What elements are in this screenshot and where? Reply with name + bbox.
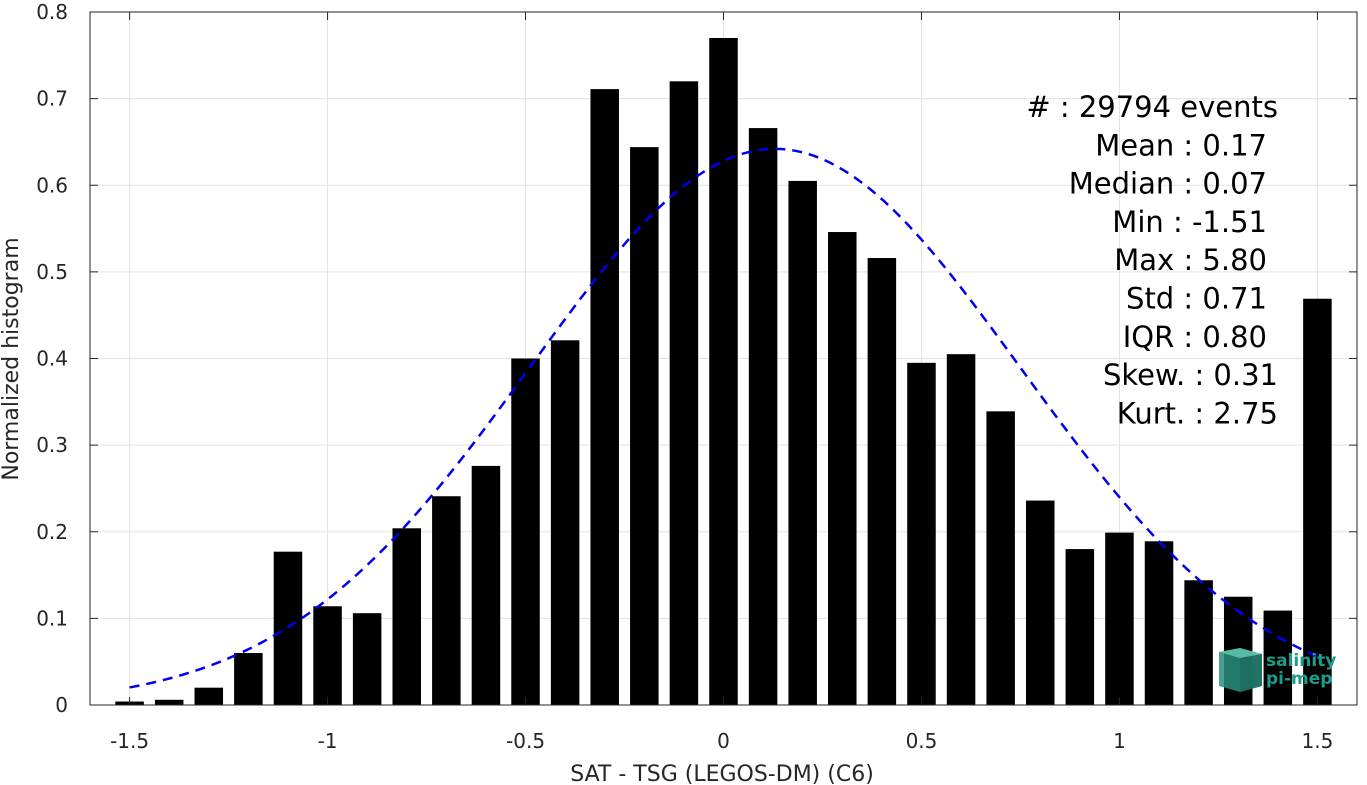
histogram-bars — [115, 37, 1332, 706]
histogram-bar — [1144, 541, 1174, 705]
y-tick-label: 0.3 — [36, 433, 68, 457]
stat-line: Std : 0.71 — [1126, 282, 1267, 316]
histogram-bar — [471, 465, 501, 705]
y-tick-label: 0.5 — [36, 260, 68, 284]
histogram-bar — [234, 653, 263, 705]
logo-line1: salinity — [1266, 651, 1336, 671]
x-tick-label: 0.5 — [906, 729, 938, 753]
stat-line: IQR : 0.80 — [1123, 320, 1267, 354]
histogram-bar — [1105, 532, 1134, 705]
histogram-bar — [907, 362, 936, 705]
x-tick-label: -1 — [318, 729, 338, 753]
y-axis-label: Normalized histogram — [0, 237, 24, 480]
y-tick-label: 0.6 — [36, 173, 68, 197]
histogram-bar — [828, 232, 857, 705]
x-tick-label: -1.5 — [110, 729, 149, 753]
normal-fit-curve — [129, 147, 1318, 689]
x-tick-label: 1.5 — [1302, 729, 1334, 753]
logo-line2: pi-mep — [1266, 669, 1332, 689]
histogram-bar — [550, 340, 580, 705]
histogram-bar — [273, 551, 303, 705]
histogram-bar — [788, 180, 817, 705]
histogram-bar — [432, 496, 461, 705]
histogram-bar — [748, 128, 778, 705]
stat-line: Max : 5.80 — [1114, 243, 1267, 277]
stat-line: Skew. : 0.31 — [1103, 358, 1278, 392]
x-axis-label: SAT - TSG (LEGOS-DM) (C6) — [570, 762, 874, 785]
histogram-bar — [194, 687, 224, 705]
y-tick-label: 0.8 — [36, 0, 68, 24]
cube-icon — [1219, 648, 1262, 692]
y-tick-label: 0.1 — [36, 606, 68, 630]
histogram-bar — [1303, 298, 1332, 705]
histogram-bar — [1184, 580, 1213, 705]
histogram-bar — [154, 699, 184, 705]
histogram-bar — [709, 37, 738, 706]
histogram-bar — [392, 528, 422, 705]
stat-line: Mean : 0.17 — [1095, 128, 1267, 162]
x-tick-label: 1 — [1113, 729, 1126, 753]
histogram-bar — [1065, 549, 1095, 705]
histogram-bar — [946, 354, 976, 705]
x-tick-label: 0 — [717, 729, 730, 753]
x-tick-label: -0.5 — [506, 729, 545, 753]
x-axis-ticks: -1.5 -1 -0.5 0 0.5 1 1.5 — [110, 12, 1333, 753]
y-tick-label: 0.2 — [36, 520, 68, 544]
stat-line: Min : -1.51 — [1112, 205, 1267, 239]
y-tick-label: 0 — [55, 693, 68, 717]
stat-line: Median : 0.07 — [1069, 167, 1267, 201]
histogram-bar — [590, 89, 619, 705]
histogram-bar — [986, 411, 1015, 705]
y-tick-label: 0.4 — [36, 347, 68, 371]
histogram-bar — [1025, 500, 1055, 705]
y-tick-label: 0.7 — [36, 87, 68, 111]
histogram-bar — [313, 606, 342, 705]
histogram-bar — [1263, 610, 1293, 705]
histogram-bar — [669, 81, 699, 706]
y-axis-ticks: 0 0.1 0.2 0.3 0.4 0.5 0.6 0.7 0.8 — [36, 0, 1357, 717]
stat-line: # : 29794 events — [1026, 90, 1278, 124]
stats-panel: # : 29794 events Mean : 0.17 Median : 0.07… — [1026, 90, 1278, 430]
histogram-bar — [352, 613, 382, 705]
histogram-bar — [511, 358, 540, 705]
histogram-bar — [630, 147, 659, 705]
salinity-pimep-logo: salinity pi-mep — [1219, 648, 1336, 692]
stat-line: Kurt. : 2.75 — [1117, 396, 1278, 430]
histogram-bar — [867, 258, 897, 705]
